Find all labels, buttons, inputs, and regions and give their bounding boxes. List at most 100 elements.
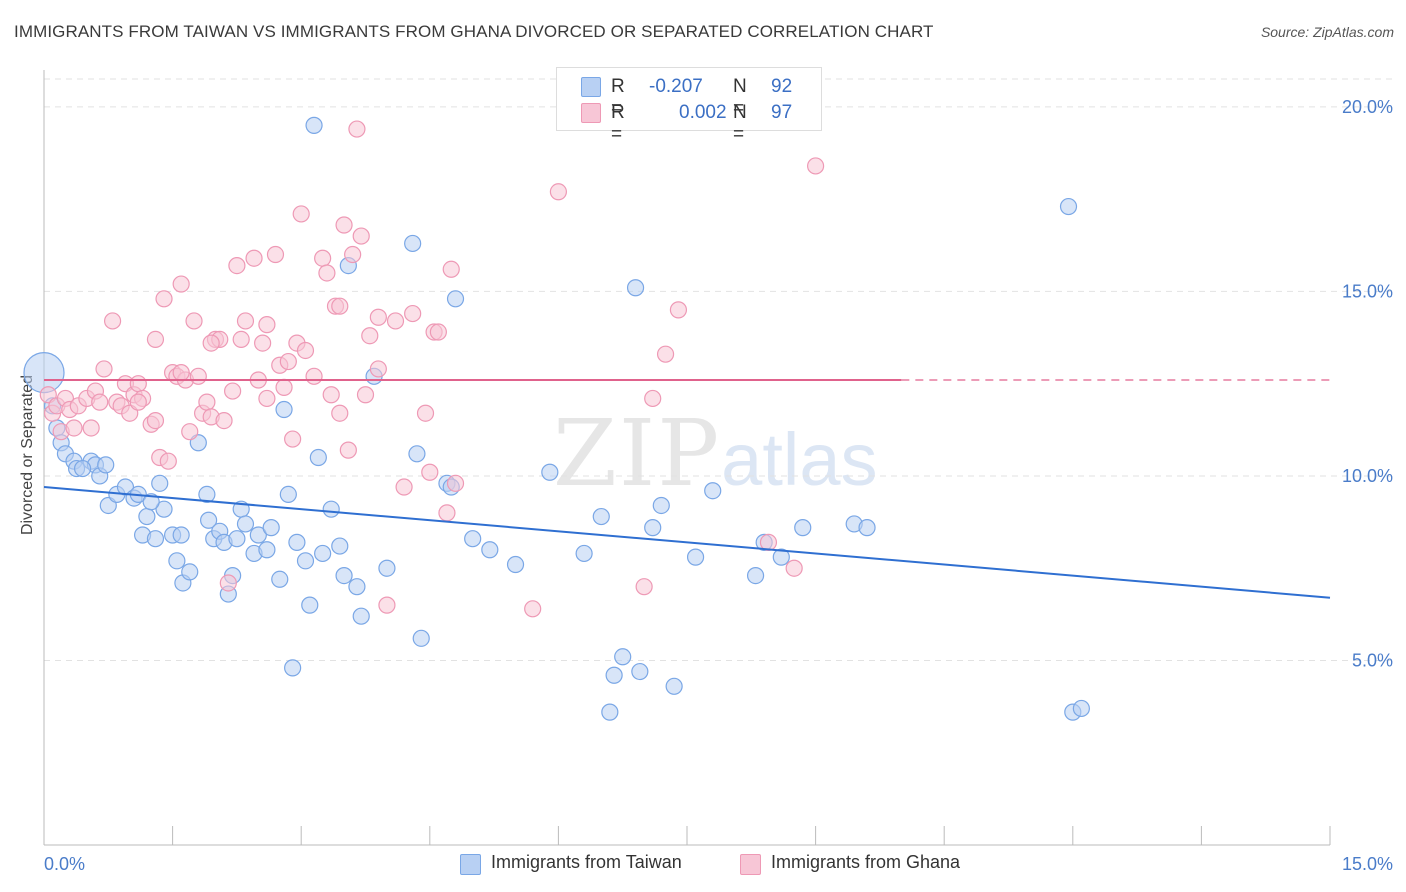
watermark-zip: ZIP bbox=[553, 400, 722, 507]
taiwan-point bbox=[146, 530, 165, 548]
ghana-point bbox=[524, 600, 542, 618]
ghana-point bbox=[245, 249, 263, 267]
taiwan-point bbox=[541, 463, 559, 481]
taiwan-point bbox=[404, 234, 422, 253]
ghana-point bbox=[442, 260, 460, 278]
ghana-point bbox=[785, 559, 803, 577]
ghana-point bbox=[339, 441, 357, 459]
taiwan-swatch bbox=[460, 854, 481, 875]
taiwan-point bbox=[412, 629, 430, 647]
taiwan-point bbox=[97, 456, 115, 474]
taiwan-point bbox=[275, 400, 293, 419]
ghana-point bbox=[219, 574, 237, 592]
ghana-point bbox=[65, 419, 83, 437]
ghana-point bbox=[344, 245, 362, 264]
ghana-point bbox=[356, 386, 375, 404]
taiwan-point bbox=[23, 352, 65, 394]
taiwan-point bbox=[631, 662, 649, 681]
ghana-point bbox=[395, 478, 413, 496]
r-label: R = bbox=[611, 102, 625, 145]
taiwan-point bbox=[172, 526, 190, 544]
taiwan-point bbox=[301, 596, 319, 614]
y-tick-label: 15.0% bbox=[1342, 281, 1393, 301]
ghana-point bbox=[416, 404, 435, 422]
taiwan-point bbox=[614, 648, 632, 666]
ghana-point bbox=[95, 360, 113, 378]
x-tick-label: 0.0% bbox=[44, 854, 85, 874]
ghana-point bbox=[348, 120, 366, 138]
ghana-point bbox=[438, 504, 456, 522]
taiwan-point bbox=[446, 290, 465, 308]
taiwan-point bbox=[746, 566, 765, 585]
ghana-point bbox=[159, 452, 177, 470]
ghana-point bbox=[429, 323, 447, 341]
taiwan-point bbox=[644, 519, 662, 537]
taiwan-point bbox=[181, 563, 199, 581]
taiwan-point bbox=[288, 533, 306, 551]
ghana-point bbox=[369, 360, 387, 378]
taiwan-point bbox=[704, 482, 722, 500]
ghana-point bbox=[644, 389, 662, 408]
taiwan-point bbox=[794, 519, 812, 537]
taiwan-point bbox=[228, 530, 246, 548]
r-value: -0.207 bbox=[649, 76, 703, 97]
ghana-point bbox=[446, 474, 465, 492]
ghana-point bbox=[284, 430, 302, 448]
ghana-point bbox=[421, 463, 439, 481]
ghana-point bbox=[331, 404, 349, 422]
axes bbox=[43, 70, 1331, 846]
ghana-point bbox=[129, 393, 147, 411]
taiwan-point bbox=[200, 511, 218, 529]
ghana-point bbox=[322, 386, 340, 404]
x-tick-label: 15.0% bbox=[1342, 854, 1393, 874]
taiwan-point bbox=[378, 559, 396, 577]
ghana-point bbox=[386, 312, 405, 330]
y-tick-label: 5.0% bbox=[1352, 650, 1393, 670]
ghana-point bbox=[369, 308, 387, 326]
ghana-point bbox=[224, 382, 242, 400]
ghana-point bbox=[292, 205, 310, 223]
ghana-point bbox=[318, 264, 336, 282]
ghana-point bbox=[335, 216, 353, 234]
ghana-point bbox=[172, 275, 190, 293]
ghana-point bbox=[215, 411, 233, 430]
y-tick-label: 20.0% bbox=[1342, 97, 1393, 117]
taiwan-swatch bbox=[581, 77, 601, 97]
taiwan-point bbox=[258, 541, 276, 559]
taiwan-point bbox=[271, 570, 289, 588]
ghana-point bbox=[185, 312, 203, 330]
ghana-point bbox=[314, 249, 332, 267]
taiwan-point bbox=[601, 703, 619, 721]
taiwan-points bbox=[23, 116, 1090, 721]
n-label: N = bbox=[733, 76, 747, 119]
ghana-point bbox=[91, 393, 109, 411]
y-tick-label: 10.0% bbox=[1342, 466, 1393, 486]
taiwan-point bbox=[309, 448, 327, 467]
watermark: ZIPatlas bbox=[553, 400, 877, 507]
taiwan-point bbox=[1059, 197, 1078, 216]
taiwan-point bbox=[305, 116, 323, 134]
correlation-legend: R = -0.207 N = 92 R = 0.002 N = 97 bbox=[556, 67, 822, 145]
legend-label: Immigrants from Ghana bbox=[771, 852, 961, 872]
ghana-point bbox=[258, 316, 276, 334]
ghana-point bbox=[266, 245, 285, 264]
n-value: 92 bbox=[771, 76, 793, 97]
ghana-point bbox=[331, 297, 349, 315]
ghana-point bbox=[806, 157, 825, 175]
taiwan-point bbox=[858, 519, 876, 537]
taiwan-point bbox=[592, 507, 610, 526]
ghana-point bbox=[232, 330, 250, 349]
ghana-swatch bbox=[581, 103, 601, 123]
r-value: 0.002 bbox=[679, 102, 727, 123]
taiwan-point bbox=[168, 552, 186, 570]
taiwan-point bbox=[249, 526, 267, 544]
taiwan-point bbox=[464, 530, 482, 548]
taiwan-point bbox=[1072, 699, 1090, 718]
taiwan-point bbox=[151, 474, 169, 492]
taiwan-point bbox=[575, 544, 593, 563]
ghana-point bbox=[279, 352, 297, 371]
taiwan-point bbox=[155, 500, 173, 518]
taiwan-point bbox=[481, 541, 499, 559]
taiwan-point bbox=[626, 279, 645, 297]
